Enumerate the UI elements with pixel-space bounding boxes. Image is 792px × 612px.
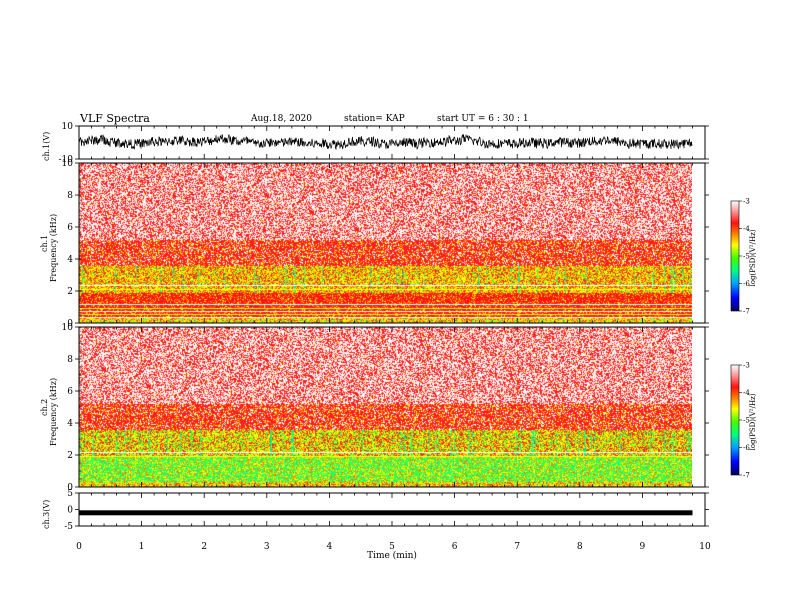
ch2-spectrogram-heatmap: [79, 327, 692, 487]
x-axis-tick-label: 4: [327, 542, 333, 552]
ch1-spectrogram-ytick-label: 6: [67, 223, 73, 233]
ch2-spectrogram-colorbar-label: log(PSD)(V²/Hz): [749, 393, 757, 450]
ch2-spectrogram-ytick-label: 2: [67, 451, 73, 461]
x-axis-tick-label: 7: [514, 542, 520, 552]
x-axis-tick-label: 8: [577, 542, 583, 552]
x-axis-tick-label: 5: [389, 542, 395, 552]
ch1-spectrogram-colorbar-label: log(PSD)(V²/Hz): [749, 229, 757, 286]
ch2-spectrogram-colorbar: [730, 364, 740, 476]
start-time-label: start UT = 6 : 30 : 1: [437, 114, 529, 124]
x-axis-tick-label: 9: [640, 542, 646, 552]
ch1-spectrogram-colorbar-tick-label: -7: [743, 308, 750, 316]
ch1-spectrogram-ytick-label: 0: [67, 319, 73, 329]
station-label: station= KAP: [344, 114, 405, 124]
date-label: Aug.18, 2020: [251, 114, 312, 124]
ch2-spectrogram-ytick-label: 6: [67, 387, 73, 397]
ch2-spectrogram-ytick-label: 0: [67, 483, 73, 493]
ch2-spectrogram-colorbar-tick-label: -6: [743, 444, 750, 452]
ch2-spectrogram-colorbar-tick-label: -4: [743, 389, 750, 397]
ch1-spectrogram-colorbar: [730, 200, 740, 312]
x-axis-tick-label: 10: [699, 542, 711, 552]
ch2-spectrogram-ytick-label: 10: [62, 323, 74, 333]
x-axis-tick-label: 3: [264, 542, 270, 552]
ch1-waveform-trace: [78, 133, 693, 151]
ch1-spectrogram-colorbar-tick-label: -6: [743, 280, 750, 288]
x-axis-label: Time (min): [367, 550, 417, 561]
ch3-waveform-ytick-label: 0: [67, 506, 73, 516]
ch2-spectrogram-ytick-label: 4: [67, 419, 73, 429]
x-axis-tick-label: 1: [139, 542, 145, 552]
ch2-spectrogram-colorbar-tick-label: -5: [743, 417, 750, 425]
ch1-waveform-ytick-label: 10: [62, 122, 74, 132]
ch3-waveform-ytick-label: -5: [64, 522, 73, 532]
ch1-spectrogram-ytick-label: 4: [67, 255, 73, 265]
ch1-spectrogram-ytick-label: 10: [62, 159, 74, 169]
ch2-spectrogram-colorbar-tick-label: -7: [743, 472, 750, 480]
x-axis-tick-label: 2: [201, 542, 207, 552]
ch2-spectrogram-colorbar-tick-label: -3: [743, 362, 750, 370]
ch1-spectrogram-heatmap: [79, 163, 692, 323]
ch3-waveform-ytick-label: 5: [67, 489, 73, 499]
ch1-waveform-ytick-label: -10: [59, 155, 74, 165]
figure-title: VLF Spectra: [80, 112, 150, 125]
ch3-waveform-trace: [79, 510, 693, 516]
ch1-spectrogram-colorbar-tick-label: -4: [743, 225, 750, 233]
x-axis-tick-label: 6: [452, 542, 458, 552]
x-axis-tick-label: 0: [76, 542, 82, 552]
ch2-spectrogram-ytick-label: 8: [67, 355, 73, 365]
ch1-spectrogram-ytick-label: 2: [67, 287, 73, 297]
ch1-spectrogram-ytick-label: 8: [67, 191, 73, 201]
ch1-spectrogram-colorbar-tick-label: -3: [743, 198, 750, 206]
ch1-spectrogram-colorbar-tick-label: -5: [743, 253, 750, 261]
